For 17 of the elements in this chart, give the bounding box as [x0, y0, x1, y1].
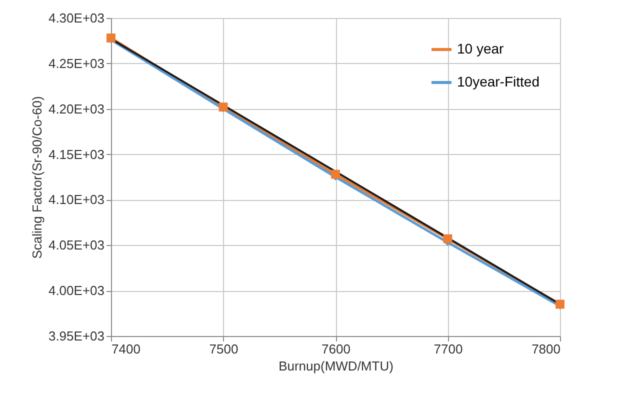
x-tick-label: 7400 — [112, 342, 140, 356]
x-tick-label: 7600 — [322, 342, 350, 356]
x-tick-label: 7700 — [434, 342, 463, 356]
y-tick-label: 4.30E+03 — [48, 10, 104, 26]
legend-label: 10year-Fitted — [457, 74, 540, 90]
y-axis-title: Scaling Factor(Sr-90/Co-60) — [29, 96, 44, 259]
y-tick-label: 4.20E+03 — [48, 101, 104, 116]
y-tick-label: 4.10E+03 — [48, 192, 104, 208]
legend-label: 10 year — [457, 40, 504, 56]
y-tick-label: 4.15E+03 — [48, 146, 104, 162]
y-tick-label: 4.05E+03 — [48, 238, 104, 253]
y-tick-label: 4.00E+03 — [48, 283, 104, 298]
x-tick-label: 7500 — [209, 342, 238, 356]
y-tick-label: 3.95E+03 — [48, 328, 104, 344]
x-axis-title: Burnup(MWD/MTU) — [278, 358, 394, 374]
y-tick-label: 4.25E+03 — [48, 56, 104, 71]
x-tick-label: 7800 — [532, 342, 560, 356]
